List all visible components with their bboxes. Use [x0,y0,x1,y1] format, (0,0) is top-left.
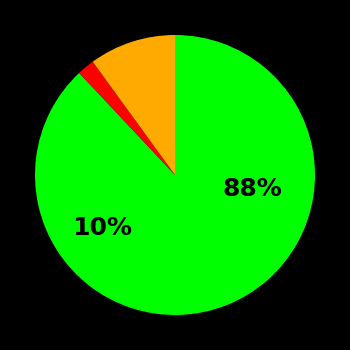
Wedge shape [93,35,175,175]
Text: 10%: 10% [72,216,132,240]
Wedge shape [35,35,315,315]
Wedge shape [79,62,175,175]
Text: 88%: 88% [222,177,282,201]
